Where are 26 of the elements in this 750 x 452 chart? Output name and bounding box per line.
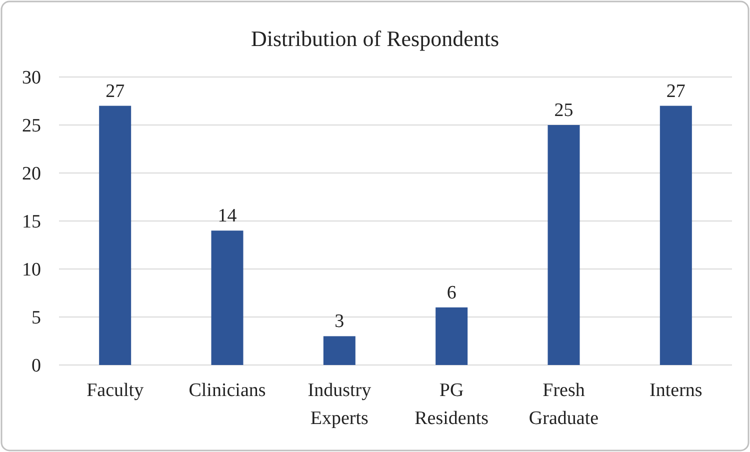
x-tick-label: Faculty: [86, 380, 144, 401]
bar: [99, 106, 132, 365]
data-label: 25: [554, 100, 574, 121]
x-tick-label: PG Residents: [414, 380, 489, 429]
y-tick-label: 20: [22, 164, 41, 185]
chart-title: Distribution of Respondents: [250, 26, 500, 51]
y-tick-label: 0: [32, 356, 41, 377]
data-label: 3: [334, 311, 344, 332]
x-tick-label: Industry Experts: [308, 380, 372, 429]
bar: [323, 336, 356, 365]
bar: [660, 106, 692, 365]
data-label: 14: [218, 206, 238, 227]
bar: [436, 307, 468, 365]
data-label: 27: [666, 80, 686, 102]
y-tick-label: 15: [22, 212, 41, 233]
x-tick-label: Interns: [650, 380, 702, 401]
y-tick-label: 25: [22, 116, 41, 137]
bar: [548, 125, 580, 365]
y-tick-label: 10: [22, 260, 41, 281]
x-tick-label: Fresh Graduate: [528, 380, 599, 429]
y-tick-label: 30: [22, 68, 41, 89]
x-tick-label: Clinicians: [188, 380, 266, 401]
data-label: 6: [446, 282, 456, 304]
y-tick-label: 5: [32, 308, 41, 329]
data-label: 27: [106, 80, 125, 102]
bar: [211, 230, 244, 365]
